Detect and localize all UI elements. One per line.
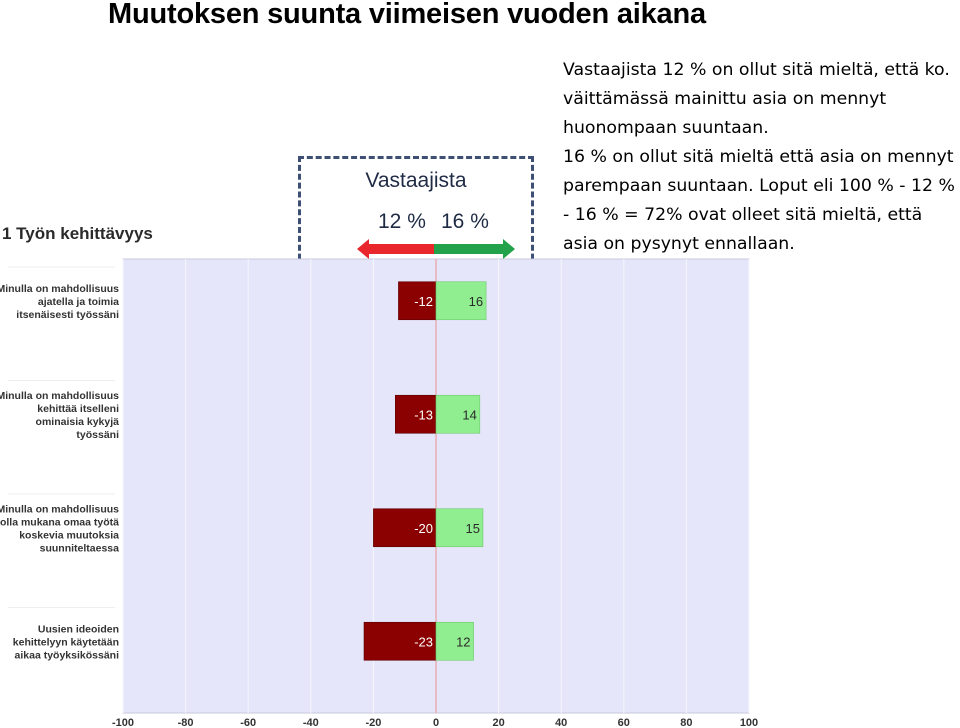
x-tick-label: 60 — [618, 717, 630, 728]
category-label: ajatella ja toimia — [38, 296, 119, 308]
page-title: Muutoksen suunta viimeisen vuoden aikana — [108, 0, 706, 30]
x-tick-label: 80 — [680, 717, 692, 728]
category-label: koskevia muutoksia — [19, 529, 119, 541]
category-label: Uusien ideoiden — [38, 623, 119, 635]
category-label: itsenäisesti työssäni — [16, 309, 119, 321]
explanation-text: Vastaajista 12 % on ollut sitä mieltä, e… — [563, 56, 960, 259]
category-label: kehittää itselleni — [37, 403, 119, 415]
bar-negative — [395, 394, 437, 434]
category-label: kehittelyyn käytetään — [13, 636, 119, 648]
bar-positive — [435, 621, 474, 661]
category-label: Minulla on mahdollisuus — [0, 503, 119, 515]
legend-arrow-negative — [357, 239, 434, 259]
x-tick-label: 20 — [492, 717, 504, 728]
bar-positive — [435, 508, 484, 548]
bar-label-negative: -12 — [414, 294, 433, 309]
explanation-paragraph-2: 16 % on ollut sitä mieltä että asia on m… — [563, 147, 955, 254]
bar-label-negative: -20 — [414, 521, 433, 536]
x-tick-label: -60 — [240, 717, 256, 728]
category-label: suunniteltaessa — [40, 542, 120, 554]
legend-positive-label: 16 % — [441, 210, 489, 233]
x-tick-label: 40 — [555, 717, 567, 728]
category-label: aikaa työyksikössäni — [15, 649, 120, 661]
chart-title: 1 Työn kehittävyys — [2, 224, 153, 243]
x-tick-label: -100 — [112, 717, 134, 728]
bar-positive — [435, 394, 481, 434]
category-label: Minulla on mahdollisuus — [0, 390, 119, 402]
bar-label-positive: 16 — [469, 294, 483, 309]
x-tick-label: -40 — [303, 717, 319, 728]
category-label: olla mukana omaa työtä — [0, 516, 119, 528]
category-label: työssäni — [76, 429, 119, 441]
bar-label-positive: 14 — [462, 407, 476, 422]
bar-negative — [398, 281, 437, 321]
x-tick-label: -80 — [178, 717, 194, 728]
legend-negative-label: 12 % — [378, 210, 426, 233]
bar-positive — [435, 281, 487, 321]
bar-label-positive: 15 — [465, 521, 479, 536]
x-tick-label: 0 — [433, 717, 439, 728]
bar-label-negative: -13 — [414, 407, 433, 422]
bar-negative — [373, 508, 437, 548]
double-arrow-icon — [357, 239, 515, 259]
category-label: Minulla on mahdollisuus — [0, 283, 119, 295]
bar-negative — [363, 621, 437, 661]
category-label: ominaisia kykyjä — [36, 416, 120, 428]
legend-arrow-positive — [434, 239, 515, 259]
x-tick-label: 100 — [740, 717, 758, 728]
bar-label-negative: -23 — [414, 634, 433, 649]
explanation-paragraph-1: Vastaajista 12 % on ollut sitä mieltä, e… — [563, 60, 950, 138]
bar-label-positive: 12 — [456, 634, 470, 649]
x-tick-label: -20 — [365, 717, 381, 728]
legend-title: Vastaajista — [365, 169, 467, 192]
